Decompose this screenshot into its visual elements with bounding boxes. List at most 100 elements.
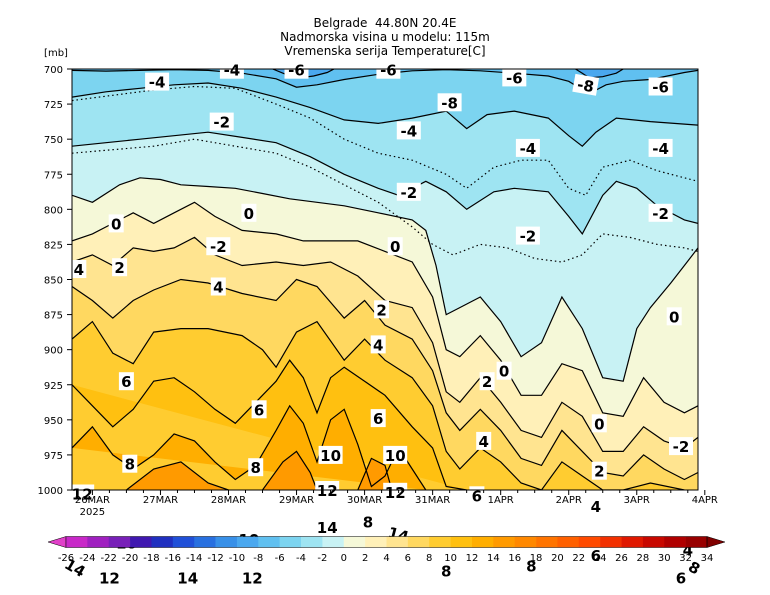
colorbar-segment bbox=[664, 536, 686, 548]
contour-label-text: 4 bbox=[591, 498, 601, 516]
chart-title-line-2: Nadmorska visina u modelu: 115m bbox=[280, 30, 490, 44]
contour-label-bg bbox=[60, 553, 91, 581]
colorbar-segment bbox=[172, 536, 195, 548]
contour-label-text: 12 bbox=[99, 570, 120, 588]
contour-label-text: 4 bbox=[373, 336, 383, 354]
y-tick-label: 925 bbox=[44, 381, 63, 392]
contour-label-text: -6 bbox=[380, 62, 397, 80]
contour-label: 0 bbox=[387, 237, 403, 256]
contour-label-text: 8 bbox=[441, 563, 451, 581]
contour-label: -8 bbox=[572, 73, 600, 96]
colorbar-segment bbox=[151, 536, 174, 548]
colorbar-tick-label: 28 bbox=[637, 553, 650, 564]
colorbar-tick-label: 0 bbox=[341, 553, 347, 564]
contour-label: 8 bbox=[360, 512, 376, 532]
contour-label: -2 bbox=[669, 437, 693, 456]
colorbar-tick-label: -8 bbox=[253, 553, 263, 564]
contour-label-bg bbox=[376, 60, 401, 79]
contour-label: 2 bbox=[591, 461, 607, 481]
contour-label: -6 bbox=[376, 60, 401, 80]
colorbar-segment bbox=[450, 536, 473, 548]
contour-label-text: 4 bbox=[683, 542, 693, 560]
contour-label-text: -2 bbox=[400, 184, 417, 202]
contour-line-14 bbox=[357, 457, 393, 490]
contour-label-text: 6 bbox=[254, 401, 264, 419]
contour-label: 14 bbox=[175, 568, 200, 588]
y-tick-label: 700 bbox=[44, 65, 63, 76]
contour-label-bg bbox=[683, 555, 706, 579]
contour-label: -8 bbox=[437, 93, 462, 112]
contour-label: 6 bbox=[469, 486, 485, 505]
contour-label-bg bbox=[71, 260, 87, 278]
colorbar: -26 -24 -22 -20 -18 -16 -14 -12 -10 -8 -6 -4 -2 0 2 4 6 8… bbox=[47, 536, 726, 564]
colorbar-tick-label: -6 bbox=[275, 553, 285, 564]
colorbar-tick-label: 8 bbox=[426, 553, 432, 564]
contour-label-text: -8 bbox=[441, 94, 458, 112]
contour-label-text: -6 bbox=[506, 69, 523, 87]
contour-label-bg bbox=[97, 568, 122, 587]
contour-label: 2 bbox=[374, 300, 390, 319]
contour-label: 4 bbox=[370, 335, 386, 354]
contour-label-bg bbox=[396, 182, 421, 201]
time-axis: 26MAR 27MAR 28MAR 29MAR 30MAR 31MAR 1APR 2APR 3A… bbox=[75, 490, 718, 518]
colorbar-segment bbox=[621, 536, 644, 548]
contour-label-text: -4 bbox=[224, 62, 241, 80]
contour-label-text: 12 bbox=[385, 484, 406, 502]
contour-label-text: -8 bbox=[576, 75, 596, 96]
contour-label: 14 bbox=[315, 517, 340, 537]
contour-label-bg bbox=[673, 568, 689, 587]
contour-label-bg bbox=[479, 372, 495, 391]
contour-label: 8 bbox=[683, 555, 706, 579]
colorbar-tick-label: 6 bbox=[405, 553, 411, 564]
contour-label-text: 2 bbox=[114, 259, 124, 277]
contour-label-bg bbox=[396, 121, 421, 140]
contour-label: -2 bbox=[209, 112, 234, 132]
y-tick-label: 725 bbox=[44, 100, 63, 111]
colorbar-max-arrow bbox=[706, 536, 726, 548]
colorbar-segment bbox=[194, 536, 216, 548]
colorbar-tick-label: 18 bbox=[530, 553, 543, 564]
colorbar-tick-label: -18 bbox=[143, 553, 159, 564]
y-tick-label: 825 bbox=[44, 240, 63, 251]
contour-label-bg bbox=[383, 445, 408, 464]
colorbar-segment bbox=[215, 536, 238, 548]
contour-label-bg bbox=[206, 237, 231, 256]
contour-label: -4 bbox=[648, 138, 673, 158]
colorbar-tick-label: -14 bbox=[186, 553, 202, 564]
colorbar-segment bbox=[66, 536, 88, 548]
contour-label-text: 8 bbox=[125, 456, 135, 474]
contour-label-text: 2 bbox=[482, 373, 492, 391]
contour-line-4 bbox=[72, 236, 698, 452]
chart-title-block: Belgrade 44.80N 20.4E Nadmorska visina u… bbox=[0, 16, 770, 58]
contour-label: 0 bbox=[496, 361, 512, 381]
contour-label-bg bbox=[370, 409, 386, 428]
contour-label: 0 bbox=[591, 414, 607, 433]
colorbar-segment bbox=[365, 536, 387, 548]
contour-label-text: 8 bbox=[363, 514, 373, 532]
colorbar-tick-label: 22 bbox=[572, 553, 585, 564]
colorbar-tick-label: 14 bbox=[487, 553, 500, 564]
colorbar-segment bbox=[578, 536, 601, 548]
dashed-contour-line bbox=[72, 85, 698, 197]
contour-label: -2 bbox=[396, 182, 421, 202]
colorbar-segment bbox=[343, 536, 366, 548]
contour-label: 8 bbox=[248, 458, 264, 477]
contour-label-bg bbox=[240, 568, 265, 587]
x-tick-label: 30MAR bbox=[347, 495, 382, 506]
colorbar-tick-label: 16 bbox=[508, 553, 521, 564]
colorbar-tick-label: -4 bbox=[296, 553, 306, 564]
y-tick-label: 850 bbox=[44, 276, 63, 287]
contour-label-text: 12 bbox=[317, 482, 338, 500]
colorbar-tick-label: -22 bbox=[101, 553, 117, 564]
contour-label-text: -6 bbox=[652, 79, 669, 97]
contour-label: 12 bbox=[97, 568, 122, 588]
contour-label-bg bbox=[648, 138, 673, 157]
chart-title-line-1: Belgrade 44.80N 20.4E bbox=[313, 16, 457, 30]
colorbar-min-arrow bbox=[47, 536, 67, 548]
colorbar-tick-label: -10 bbox=[229, 553, 245, 564]
contour-label-text: -2 bbox=[210, 238, 227, 256]
contour-label-text: 4 bbox=[213, 279, 223, 297]
x-tick-label: 27MAR bbox=[143, 495, 178, 506]
colorbar-segment bbox=[429, 536, 451, 548]
contour-label-text: -4 bbox=[520, 140, 537, 158]
